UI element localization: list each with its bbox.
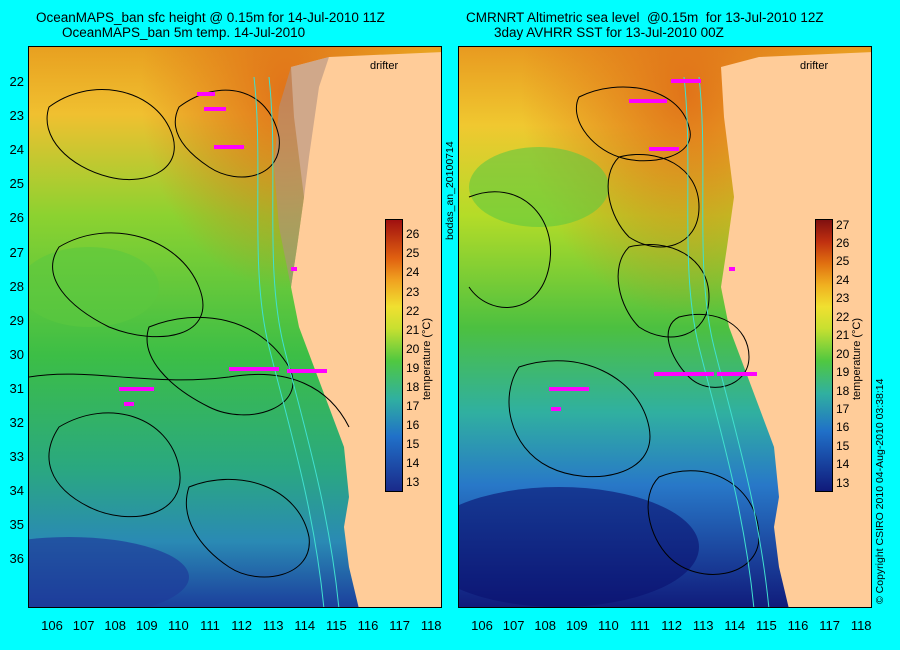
colorbar-tick: 19 — [836, 365, 850, 380]
left-drifter-tracks — [119, 92, 327, 406]
left-longitude-tick: 107 — [72, 618, 95, 633]
colorbar-tick: 24 — [836, 272, 850, 287]
left-longitude-tick: 113 — [262, 618, 284, 633]
colorbar-tick: 15 — [406, 437, 420, 452]
colorbar-tick: 25 — [836, 254, 850, 269]
left-longitude-tick: 118 — [420, 618, 442, 633]
colorbar-tick: 27 — [836, 217, 850, 232]
right-longitude-tick: 109 — [565, 618, 588, 633]
left-longitude-tick: 108 — [104, 618, 127, 633]
right-longitude-tick: 114 — [724, 618, 746, 633]
colorbar-tick: 23 — [406, 284, 420, 299]
right-sst-patch — [469, 147, 609, 227]
colorbar-tick: 14 — [406, 456, 420, 471]
colorbar-tick: 23 — [836, 291, 850, 306]
left-longitude-tick: 106 — [41, 618, 63, 633]
right-longitude-tick: 113 — [692, 618, 714, 633]
latitude-tick: 28 — [9, 278, 24, 294]
right-longitude-tick: 111 — [630, 618, 650, 633]
colorbar-tick: 25 — [406, 246, 420, 261]
right-cold-patch — [459, 487, 699, 607]
colorbar-tick: 18 — [406, 380, 420, 394]
left-longitude-tick: 110 — [168, 618, 189, 633]
latitude-tick: 22 — [9, 74, 24, 89]
colorbar-tick: 15 — [836, 438, 850, 453]
colorbar-tick: 22 — [406, 303, 420, 318]
right-isobaths — [683, 76, 770, 607]
colorbar-tick: 26 — [406, 227, 420, 242]
right-drifter-tracks — [549, 79, 757, 411]
left-longitude-tick: 112 — [231, 618, 252, 633]
latitude-tick: 29 — [9, 312, 24, 328]
right-title-line2: 3day AVHRR SST for 13-Jul-2010 00Z — [494, 25, 724, 40]
right-longitude-tick: 112 — [661, 618, 682, 633]
left-longitude-tick: 115 — [326, 618, 347, 633]
right-ssh-contours — [468, 86, 760, 575]
left-longitude-tick: 111 — [200, 618, 220, 633]
colorbar-tick: 21 — [836, 328, 850, 343]
colorbar-tick: 16 — [836, 420, 850, 435]
left-colorbar-label: temperature (°C) — [421, 317, 433, 400]
left-coastal-shelf — [274, 57, 329, 287]
colorbar-tick: 20 — [406, 341, 420, 356]
colorbar-tick: 17 — [836, 401, 850, 416]
left-longitude-tick: 109 — [135, 618, 158, 633]
latitude-tick: 23 — [9, 108, 24, 124]
latitude-tick: 27 — [9, 244, 24, 260]
latitude-tick: 33 — [9, 449, 24, 465]
left-map-svg — [29, 47, 441, 607]
colorbar-tick: 19 — [406, 360, 420, 375]
colorbar-tick: 22 — [836, 309, 850, 324]
colorbar-tick: 16 — [406, 418, 420, 433]
left-longitude-tick: 116 — [357, 618, 379, 633]
left-isobaths — [253, 76, 340, 607]
right-title-line1: CMRNRT Altimetric sea level @0.15m for 1… — [466, 10, 824, 25]
right-longitude-tick: 106 — [471, 618, 493, 633]
right-longitude-tick: 118 — [850, 618, 872, 633]
right-map-svg — [459, 47, 871, 607]
colorbar-tick: 17 — [406, 399, 420, 414]
left-cold-patch — [29, 537, 189, 607]
left-longitude-tick: 114 — [294, 618, 316, 633]
right-drifter-label: drifter — [800, 60, 829, 72]
right-longitude-tick: 108 — [534, 618, 557, 633]
latitude-tick: 35 — [9, 517, 24, 533]
colorbar-tick: 13 — [836, 475, 850, 490]
left-ssh-contours — [29, 89, 350, 578]
left-colorbar — [385, 219, 403, 492]
copyright-text: © Copyright CSIRO 2010 04-Aug-2010 03:38… — [874, 378, 886, 604]
left-drifter-label: drifter — [370, 60, 399, 72]
left-title-line1: OceanMAPS_ban sfc height @ 0.15m for 14-… — [36, 10, 385, 25]
latitude-tick: 36 — [9, 551, 24, 567]
right-longitude-tick: 107 — [502, 618, 525, 633]
left-land — [291, 52, 441, 607]
colorbar-tick: 26 — [836, 235, 850, 250]
colorbar-tick: 24 — [406, 265, 420, 280]
left-sst-patch — [29, 247, 159, 327]
right-longitude-tick: 117 — [819, 618, 840, 633]
right-longitude-tick: 116 — [787, 618, 809, 633]
run-id-text: bodas_an_20100714 — [444, 141, 456, 240]
right-longitude-tick: 110 — [598, 618, 619, 633]
latitude-tick: 24 — [9, 142, 24, 158]
right-land — [721, 52, 871, 607]
left-map-panel[interactable] — [28, 46, 442, 608]
latitude-tick: 31 — [9, 380, 24, 396]
right-colorbar — [815, 219, 833, 492]
right-longitude-tick: 115 — [756, 618, 777, 633]
latitude-tick: 26 — [9, 210, 24, 226]
colorbar-tick: 13 — [406, 475, 420, 490]
left-longitude-tick: 117 — [389, 618, 410, 633]
colorbar-tick: 14 — [836, 457, 850, 472]
colorbar-tick: 20 — [836, 346, 850, 361]
colorbar-tick: 18 — [836, 383, 850, 398]
right-map-panel[interactable] — [458, 46, 872, 608]
latitude-tick: 34 — [9, 483, 24, 499]
colorbar-tick: 21 — [406, 322, 420, 337]
latitude-tick: 30 — [9, 346, 24, 362]
latitude-tick: 32 — [9, 415, 24, 430]
left-title-line2: OceanMAPS_ban 5m temp. 14-Jul-2010 — [62, 25, 306, 40]
latitude-tick: 25 — [9, 176, 24, 192]
right-colorbar-label: temperature (°C) — [851, 317, 863, 400]
